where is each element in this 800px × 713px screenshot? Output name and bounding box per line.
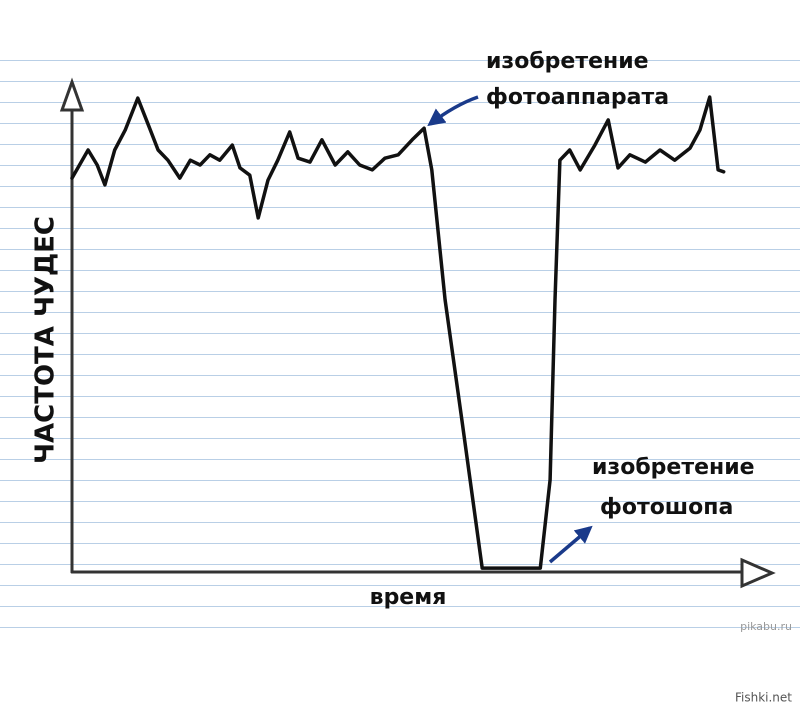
y-axis-label: ЧАСТОТА ЧУДЕС: [31, 216, 61, 464]
watermark: Fishki.net: [735, 691, 792, 705]
annotation-line: изобретение: [486, 49, 649, 74]
data-line: [70, 95, 726, 570]
arrow: [427, 95, 479, 127]
x-axis-label: время: [370, 585, 447, 610]
annotation-line: фотошопа: [600, 495, 733, 520]
watermark: pikabu.ru: [740, 620, 792, 633]
arrow: [548, 525, 593, 564]
annotation-line: фотоаппарата: [486, 85, 669, 110]
annotation-line: изобретение: [592, 455, 755, 480]
lined-paper: [0, 40, 800, 640]
